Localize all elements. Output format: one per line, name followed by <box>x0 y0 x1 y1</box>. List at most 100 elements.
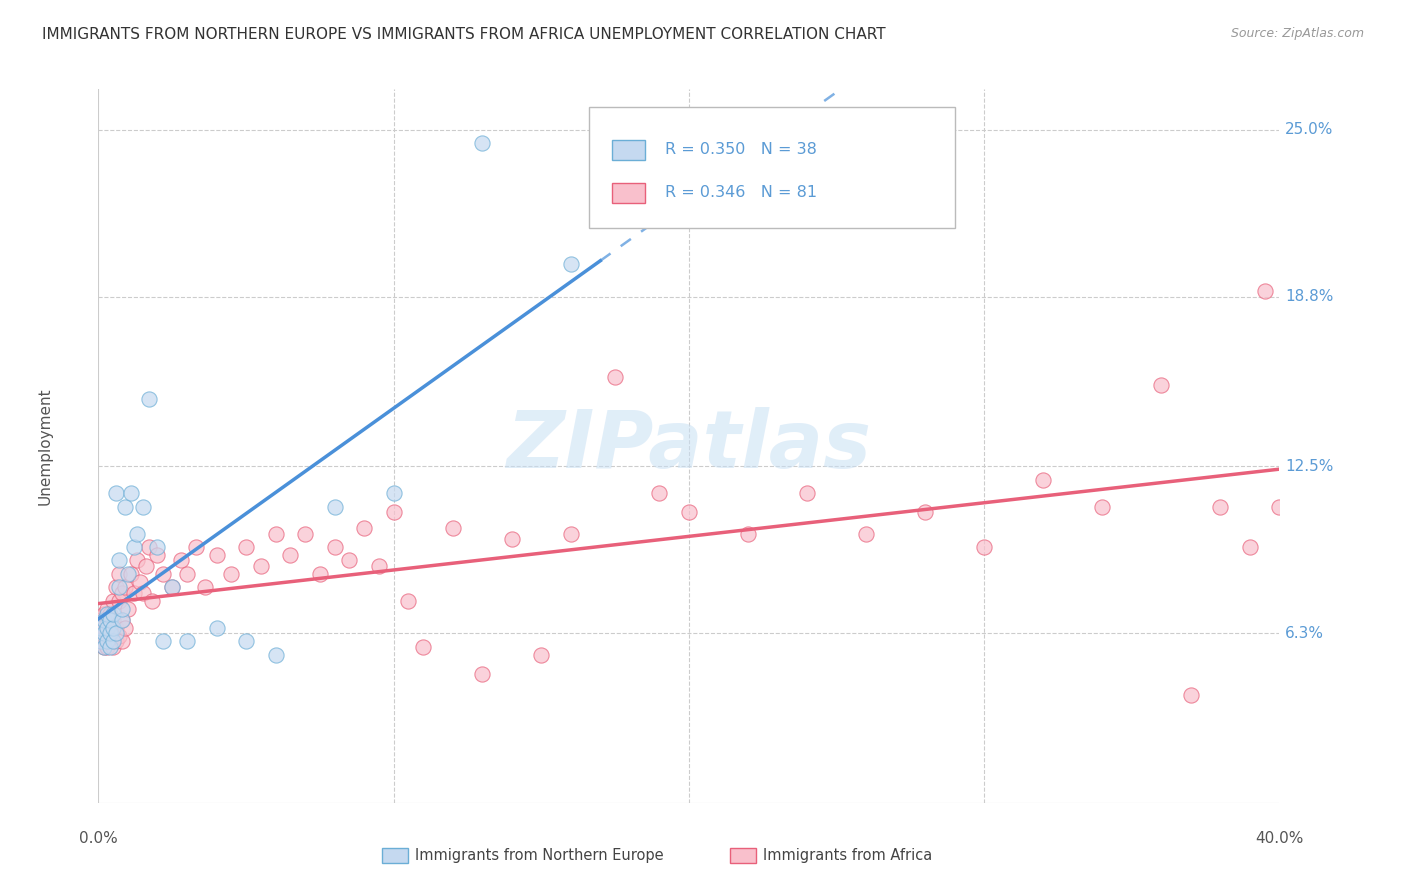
Point <box>1150 378 1173 392</box>
Point <box>337 553 360 567</box>
Point <box>152 566 174 581</box>
Text: 25.0%: 25.0% <box>1285 122 1334 137</box>
Point <box>120 486 142 500</box>
Point <box>1032 473 1054 487</box>
Point <box>105 626 128 640</box>
Point <box>309 566 332 581</box>
Point <box>914 505 936 519</box>
Point <box>117 602 139 616</box>
Point <box>176 566 198 581</box>
Point <box>111 634 134 648</box>
Point <box>105 580 128 594</box>
Text: 6.3%: 6.3% <box>1285 625 1324 640</box>
Point <box>353 521 375 535</box>
Point <box>111 613 134 627</box>
Point <box>103 607 125 622</box>
Point <box>278 548 302 562</box>
Point <box>125 553 148 567</box>
Point <box>108 566 131 581</box>
Point <box>128 574 150 589</box>
Point <box>138 540 160 554</box>
Point <box>152 634 174 648</box>
Point <box>98 640 121 654</box>
Point <box>205 621 228 635</box>
Point <box>122 586 145 600</box>
Point <box>93 607 115 622</box>
Point <box>103 613 125 627</box>
Point <box>162 580 183 594</box>
Point <box>114 621 136 635</box>
Text: R = 0.346   N = 81: R = 0.346 N = 81 <box>665 186 817 200</box>
Point <box>96 613 118 627</box>
Point <box>90 626 112 640</box>
Text: 12.5%: 12.5% <box>1285 458 1334 474</box>
Point <box>111 586 134 600</box>
Point <box>471 136 494 150</box>
Point <box>194 580 217 594</box>
Point <box>111 602 134 616</box>
Text: 40.0%: 40.0% <box>1256 831 1303 847</box>
Point <box>412 640 434 654</box>
Point <box>235 634 257 648</box>
Point <box>103 626 125 640</box>
Point <box>103 594 125 608</box>
Text: Unemployment: Unemployment <box>38 387 53 505</box>
Point <box>141 594 163 608</box>
Point <box>120 566 142 581</box>
Point <box>560 526 582 541</box>
Point <box>737 526 759 541</box>
Point <box>219 566 242 581</box>
Point <box>146 548 169 562</box>
Point <box>108 629 131 643</box>
Point <box>323 540 346 554</box>
Point <box>98 634 121 648</box>
Point <box>560 257 582 271</box>
Point <box>471 666 494 681</box>
FancyBboxPatch shape <box>382 847 408 863</box>
Point <box>264 526 287 541</box>
Point <box>125 526 148 541</box>
Point <box>90 634 112 648</box>
Point <box>146 540 169 554</box>
Point <box>96 626 118 640</box>
Point <box>98 621 121 635</box>
Point <box>98 607 121 622</box>
Point <box>103 634 125 648</box>
Point <box>973 540 995 554</box>
Point <box>184 540 207 554</box>
Point <box>1180 688 1202 702</box>
Point <box>396 594 419 608</box>
FancyBboxPatch shape <box>612 183 645 202</box>
Point <box>96 621 118 635</box>
Point <box>235 540 257 554</box>
Point <box>1091 500 1114 514</box>
FancyBboxPatch shape <box>589 107 955 228</box>
Point <box>98 613 121 627</box>
Point <box>501 532 523 546</box>
Point <box>382 486 405 500</box>
Point <box>648 486 671 500</box>
Point <box>678 505 700 519</box>
Point <box>1209 500 1232 514</box>
Point <box>93 626 115 640</box>
Point <box>441 521 464 535</box>
Point <box>98 626 121 640</box>
Point <box>796 486 818 500</box>
Point <box>103 640 125 654</box>
Point <box>855 526 877 541</box>
Point <box>132 500 155 514</box>
Point <box>368 558 391 573</box>
Point <box>114 580 136 594</box>
Point <box>105 634 128 648</box>
Text: IMMIGRANTS FROM NORTHERN EUROPE VS IMMIGRANTS FROM AFRICA UNEMPLOYMENT CORRELATI: IMMIGRANTS FROM NORTHERN EUROPE VS IMMIG… <box>42 27 886 42</box>
Point <box>132 586 155 600</box>
Text: Immigrants from Africa: Immigrants from Africa <box>763 848 932 863</box>
Point <box>1239 540 1261 554</box>
Text: 18.8%: 18.8% <box>1285 289 1334 304</box>
Point <box>90 621 112 635</box>
Point <box>323 500 346 514</box>
Point <box>93 621 115 635</box>
Point <box>250 558 273 573</box>
Point <box>170 553 193 567</box>
Point <box>105 621 128 635</box>
